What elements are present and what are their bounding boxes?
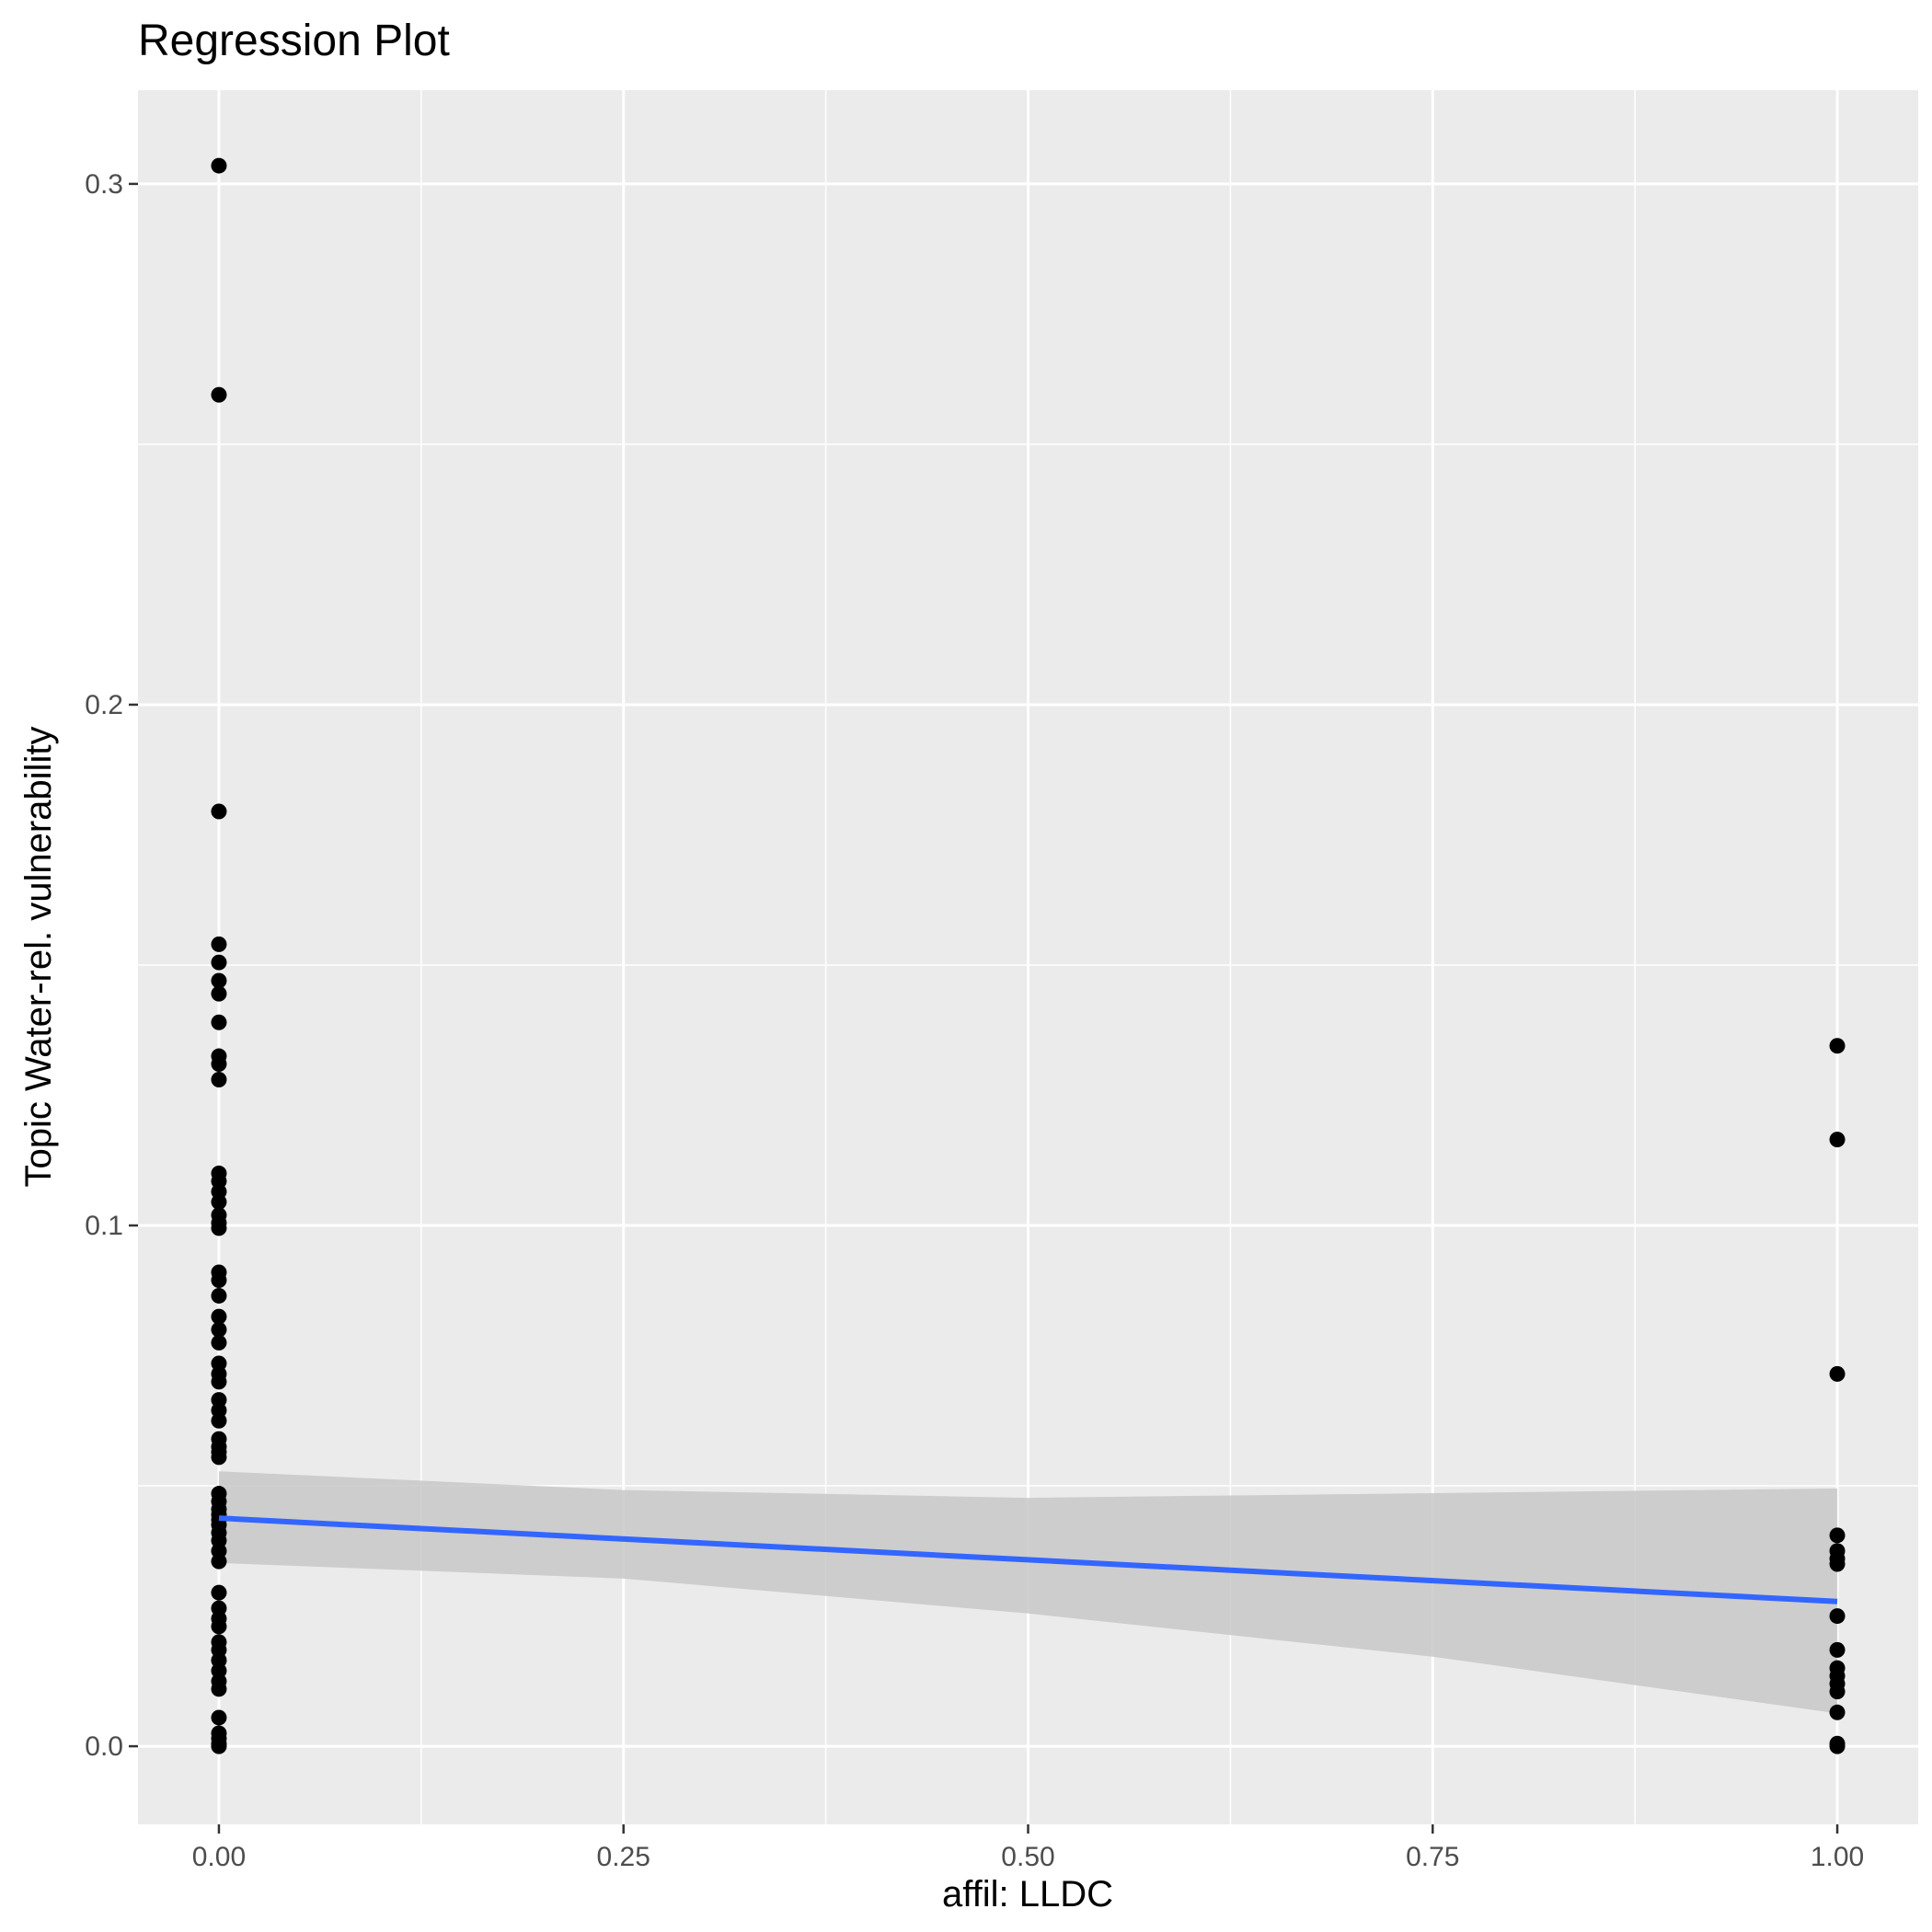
regression-line <box>218 1515 1838 1604</box>
data-point <box>1829 1038 1846 1054</box>
data-point <box>211 1220 227 1236</box>
data-point <box>211 803 227 820</box>
data-points-layer <box>211 157 1846 1754</box>
x-tick-label: 1.00 <box>1811 1842 1864 1872</box>
x-tick-label: 0.00 <box>192 1842 246 1872</box>
data-point <box>211 972 227 989</box>
y-axis-label: Topic Water-rel. vulnerability <box>18 727 59 1188</box>
data-point <box>211 1449 227 1466</box>
data-point <box>211 1334 227 1351</box>
x-tick-label: 0.75 <box>1406 1842 1459 1872</box>
data-point <box>211 157 227 174</box>
data-point <box>1829 1704 1846 1720</box>
data-point <box>211 954 227 971</box>
regression-line-layer <box>218 1515 1838 1604</box>
x-tick-label: 0.25 <box>597 1842 650 1872</box>
data-point <box>211 1618 227 1635</box>
data-point <box>211 1584 227 1601</box>
data-point <box>1829 1527 1846 1544</box>
x-axis: 0.00 0.25 0.50 0.75 1.00 <box>192 1824 1864 1872</box>
data-point <box>211 1287 227 1304</box>
y-axis: 0.0 0.1 0.2 0.3 <box>85 169 138 1762</box>
data-point <box>211 1681 227 1697</box>
data-point <box>1829 1132 1846 1148</box>
data-point <box>211 1014 227 1030</box>
data-point <box>211 1412 227 1429</box>
data-point <box>211 1194 227 1211</box>
data-point <box>211 1321 227 1338</box>
data-point <box>1829 1738 1846 1754</box>
data-point <box>211 1709 227 1726</box>
data-point <box>211 1374 227 1390</box>
data-point <box>1829 1365 1846 1382</box>
data-point <box>1829 1556 1846 1572</box>
confidence-band-layer <box>218 1471 1838 1714</box>
y-tick-label: 0.3 <box>85 169 123 200</box>
data-point <box>1829 1608 1846 1625</box>
y-tick-label: 0.1 <box>85 1211 123 1241</box>
data-point <box>211 1072 227 1088</box>
data-point <box>1829 1684 1846 1700</box>
data-point <box>211 936 227 952</box>
x-axis-label: affil: LLDC <box>942 1874 1113 1915</box>
data-point <box>211 1271 227 1288</box>
confidence-band <box>218 1471 1838 1714</box>
data-point <box>1829 1641 1846 1658</box>
data-point <box>211 1056 227 1073</box>
data-point <box>211 1308 227 1325</box>
data-point <box>211 386 227 403</box>
y-tick-label: 0.0 <box>85 1731 123 1762</box>
y-tick-label: 0.2 <box>85 690 123 720</box>
data-point <box>211 1738 227 1754</box>
x-tick-label: 0.50 <box>1001 1842 1054 1872</box>
data-point <box>211 985 227 1002</box>
data-point <box>211 1553 227 1570</box>
chart-title: Regression Plot <box>138 17 450 65</box>
